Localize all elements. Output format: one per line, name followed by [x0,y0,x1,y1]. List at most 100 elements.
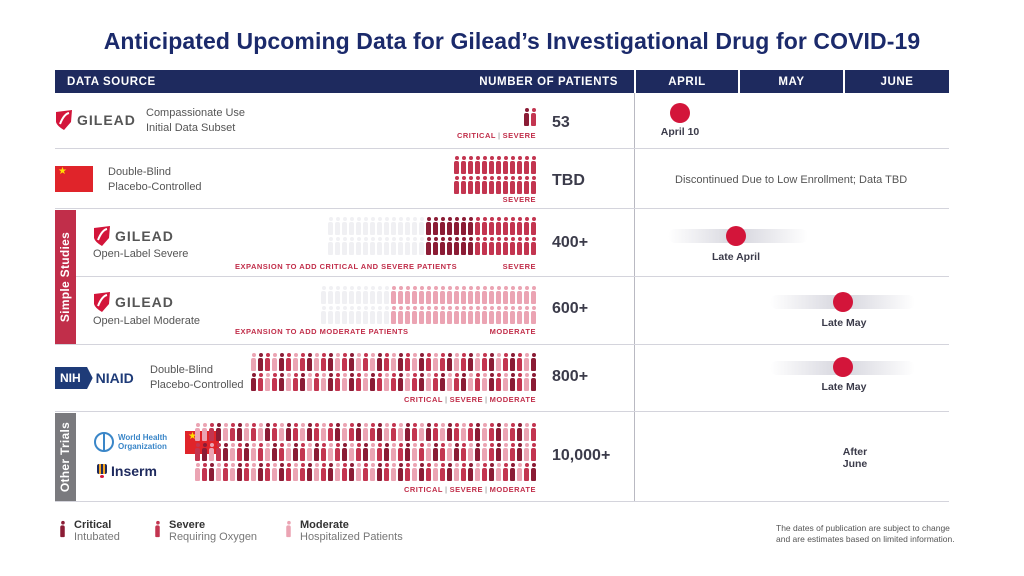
person-severe-icon [342,353,347,371]
person-moderate-icon [363,373,368,391]
row3-description: Open-Label Severe [93,248,189,260]
person-critical-icon [468,237,473,255]
person-placeholder-icon [356,217,361,235]
patient-icon-row [195,423,536,441]
person-critical-icon [398,353,403,371]
person-placeholder-icon [391,217,396,235]
person-critical-icon [349,353,354,371]
person-severe-icon [419,443,424,461]
person-critical-icon [531,373,536,391]
person-placeholder-icon [370,286,375,304]
person-critical-icon [440,217,445,235]
person-moderate-icon [454,463,459,481]
person-critical-icon [419,353,424,371]
person-placeholder-icon [349,286,354,304]
row6-timeline-label: After June [842,446,868,470]
person-moderate-icon [342,423,347,441]
person-placeholder-icon [412,217,417,235]
person-moderate-icon [356,463,361,481]
person-severe-icon [531,156,536,174]
person-moderate-icon [286,373,291,391]
person-severe-icon [461,443,466,461]
person-severe-icon [482,176,487,194]
person-severe-icon [433,423,438,441]
person-critical-icon [454,443,459,461]
person-moderate-icon [258,423,263,441]
person-moderate-icon [524,286,529,304]
person-severe-icon [258,373,263,391]
person-severe-icon [363,463,368,481]
person-moderate-icon [398,286,403,304]
person-critical-icon [475,423,480,441]
header-data-source: DATA SOURCE [67,75,156,88]
patient-icon-row [251,373,536,391]
person-moderate-icon [433,463,438,481]
person-severe-icon [510,443,515,461]
person-placeholder-icon [349,217,354,235]
person-critical-icon [468,463,473,481]
person-severe-icon [216,443,221,461]
person-moderate-icon [468,373,473,391]
person-critical-icon [258,353,263,371]
person-critical-icon [398,463,403,481]
patient-icon-row [328,217,536,235]
person-severe-icon [531,423,536,441]
person-moderate-icon [531,286,536,304]
person-moderate-icon [447,286,452,304]
person-severe-icon [475,176,480,194]
person-critical-icon [433,237,438,255]
person-severe-icon [510,423,515,441]
person-severe-icon [293,373,298,391]
person-critical-icon [447,217,452,235]
person-placeholder-icon [349,306,354,324]
person-moderate-icon [496,306,501,324]
person-critical-icon [265,423,270,441]
person-critical-icon [356,423,361,441]
person-critical-icon [461,237,466,255]
person-severe-icon [426,463,431,481]
person-critical-icon [454,217,459,235]
row3-patient-count: 400+ [552,234,589,251]
person-moderate-icon [517,463,522,481]
person-moderate-icon [475,306,480,324]
inserm-mark-icon [97,464,107,478]
person-placeholder-icon [405,217,410,235]
person-critical-icon [279,373,284,391]
person-critical-icon [426,423,431,441]
row5-timeline-marker [833,357,853,377]
person-severe-icon [503,237,508,255]
person-severe-icon [489,237,494,255]
person-moderate-icon [279,423,284,441]
person-severe-icon [461,156,466,174]
person-severe-icon [237,443,242,461]
who-logo: World Health Organization [94,432,167,452]
row-divider [55,344,949,345]
header-month-june: JUNE [845,70,949,93]
person-severe-icon [244,463,249,481]
person-severe-icon [482,156,487,174]
row-divider [55,276,949,277]
person-critical-icon [237,463,242,481]
person-severe-icon [454,176,459,194]
person-moderate-icon [265,373,270,391]
person-moderate-icon [265,443,270,461]
person-moderate-icon [461,306,466,324]
inserm-logo: Inserm [97,463,157,479]
person-critical-icon [419,463,424,481]
header-month-may: MAY [740,70,843,93]
person-severe-icon [321,443,326,461]
row1-timeline-label: April 10 [660,126,700,138]
person-critical-icon [405,423,410,441]
person-critical-icon [279,353,284,371]
person-moderate-icon [517,306,522,324]
person-placeholder-icon [328,237,333,255]
person-severe-icon [482,353,487,371]
person-moderate-icon [468,286,473,304]
person-placeholder-icon [335,306,340,324]
person-moderate-icon [482,373,487,391]
person-moderate-icon [454,286,459,304]
person-moderate-icon [475,286,480,304]
person-moderate-icon [447,373,452,391]
person-severe-icon [461,463,466,481]
person-critical-icon [363,443,368,461]
